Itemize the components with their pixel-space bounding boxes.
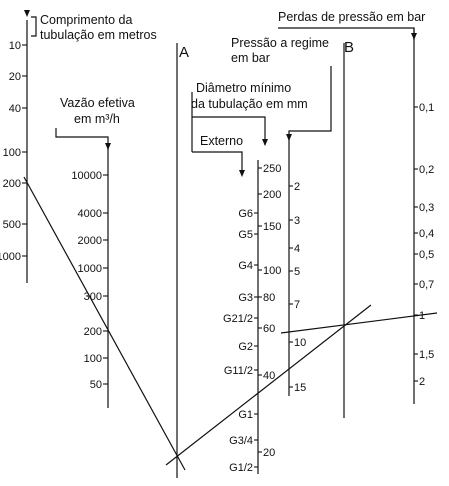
- vazao-scale: 10000 4000 2000 1000 300 200 100 50: [71, 170, 108, 391]
- externo-label: Externo: [200, 134, 243, 148]
- pressao-arrow: [286, 134, 292, 141]
- pressao-tick-label: 2: [294, 181, 300, 193]
- scale-groups: 10 20 40 100 200 500 1000 10000 4000 2000 1000 300 2…: [0, 40, 434, 474]
- vazao-tick-label: 4000: [78, 208, 102, 220]
- vazao-header-line1: Vazão efetiva: [60, 96, 135, 110]
- perdas-arrow: [411, 33, 417, 40]
- diametro-mm-tick-label: 40: [263, 370, 275, 382]
- diametro-header-line2: da tubulação em mm: [191, 97, 308, 111]
- diametro-mm-tick-label: 100: [263, 265, 281, 277]
- comprimento-bracket-arrow: [24, 10, 30, 17]
- diametro-pol-tick-label: G3/4: [229, 435, 253, 447]
- pressao-tick-label: 4: [294, 243, 300, 255]
- comprimento-bracket: [31, 16, 37, 37]
- pressao-header-line2: em bar: [231, 51, 270, 65]
- pressao-tick-label: 5: [294, 266, 300, 278]
- diametro-mm-scale: 250 200 150 100 80 60 40 20: [258, 163, 281, 459]
- diametro-mm-tick-label: 20: [263, 447, 275, 459]
- vazao-tick-label: 300: [84, 291, 102, 303]
- perdas-tick-label: 0,1: [419, 102, 434, 114]
- pressao-header-line1: Pressão a regime: [231, 36, 329, 50]
- externo-leader: [192, 151, 243, 172]
- comprimento-tick-label: 100: [3, 147, 21, 159]
- pressao-tick-label: 15: [294, 382, 306, 394]
- pressao-tick-label: 7: [294, 299, 300, 311]
- pressao-scale: 2 3 4 5 7 10 15: [289, 181, 306, 394]
- vazao-arrow: [105, 143, 111, 150]
- perdas-tick-label: 0,3: [419, 202, 434, 214]
- comprimento-tick-label: 200: [3, 178, 21, 190]
- diametro-pol-tick-label: G1: [238, 409, 253, 421]
- diametro-pol-tick-label: G11/2: [224, 365, 253, 377]
- diametro-mm-tick-label: 250: [263, 163, 281, 175]
- diametro-bracket: [191, 92, 266, 118]
- comprimento-tick-label: 40: [9, 103, 21, 115]
- vazao-tick-label: 100: [84, 353, 102, 365]
- perdas-scale: 0,1 0,2 0,3 0,4 0,5 0,7 1 1,5 2: [414, 102, 434, 388]
- diametro-mm-tick-label: 60: [263, 323, 275, 335]
- diametro-pol-tick-label: G5: [238, 229, 253, 241]
- comprimento-tick-label: 20: [9, 71, 21, 83]
- diametro-mm-tick-label: 200: [263, 189, 281, 201]
- perdas-tick-label: 1,5: [419, 349, 434, 361]
- pressao-tick-label: 3: [294, 215, 300, 227]
- diametro-pol-tick-label: G3: [238, 292, 253, 304]
- pressao-tick-label: 10: [294, 337, 306, 349]
- example-line-1: [23, 176, 186, 471]
- perdas-tick-label: 1: [419, 310, 425, 322]
- comprimento-tick-label: 500: [3, 219, 21, 231]
- comprimento-header-line1: Comprimento da: [40, 13, 132, 27]
- perdas-tick-label: 0,4: [419, 228, 434, 240]
- axis-letter-b: B: [344, 39, 354, 56]
- vazao-tick-label: 50: [90, 379, 102, 391]
- diametro-pol-tick-label: G2: [238, 341, 253, 353]
- example-line-3: [280, 312, 438, 334]
- axis-letter-a: A: [179, 44, 189, 61]
- externo-arrow: [239, 170, 245, 177]
- vazao-tick-label: 10000: [71, 170, 102, 182]
- vazao-tick-label: 200: [84, 326, 102, 338]
- perdas-header: Perdas de pressão em bar: [278, 10, 425, 24]
- diametro-header-line1: Diâmetro mínimo: [196, 81, 291, 95]
- comprimento-tick-label: 10: [9, 40, 21, 52]
- diametro-pol-tick-label: G4: [238, 260, 253, 272]
- comprimento-scale: 10 20 40 100 200 500 1000: [0, 40, 27, 263]
- diametro-mm-tick-label: 80: [263, 292, 275, 304]
- diametro-mm-tick-label: 150: [263, 221, 281, 233]
- diametro-pol-tick-label: G21/2: [223, 313, 253, 325]
- comprimento-tick-label: 1000: [0, 251, 21, 263]
- vazao-tick-label: 1000: [78, 263, 102, 275]
- diametro-arrow: [262, 139, 268, 146]
- vazao-leader: [55, 128, 109, 150]
- arrowheads: [24, 10, 417, 177]
- perdas-tick-label: 0,5: [419, 249, 434, 261]
- diametro-pol-tick-label: G1/2: [229, 462, 253, 474]
- diametro-pol-scale: G6 G5 G4 G3 G21/2 G2 G11/2 G1 G3/4 G1/2: [223, 208, 258, 474]
- diametro-pol-tick-label: G6: [238, 208, 253, 220]
- perdas-tick-label: 0,2: [419, 164, 434, 176]
- example-line-2: [165, 304, 372, 466]
- comprimento-header-line2: tubulação em metros: [40, 28, 157, 42]
- vazao-tick-label: 2000: [78, 235, 102, 247]
- vazao-header-line2: em m³/h: [74, 112, 120, 126]
- perdas-tick-label: 2: [419, 376, 425, 388]
- perdas-tick-label: 0,7: [419, 279, 434, 291]
